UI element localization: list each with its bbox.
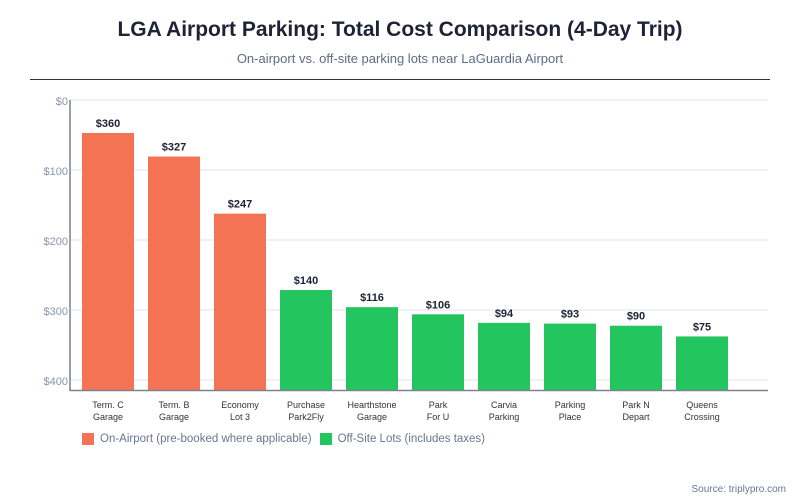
data-label: $327	[162, 142, 186, 154]
x-tick-label: Garage	[357, 412, 387, 422]
x-tick-label: Parking	[489, 412, 520, 422]
source-note: Source: triplypro.com	[691, 484, 786, 495]
bar	[544, 323, 596, 390]
bar	[346, 307, 398, 390]
x-tick-label: Lot 3	[230, 412, 250, 422]
data-label: $116	[360, 292, 384, 304]
data-label: $247	[228, 199, 252, 211]
x-tick-label: Economy	[221, 400, 259, 410]
x-tick-label: Park	[429, 400, 448, 410]
legend-swatch-off-site	[319, 433, 332, 445]
bar	[676, 336, 728, 390]
bar	[214, 213, 266, 390]
x-tick-label: Parking	[555, 400, 586, 410]
legend-label-off-site: Off-Site Lots (includes taxes)	[337, 433, 486, 445]
bar	[478, 322, 530, 390]
y-tick-label: $200	[44, 236, 68, 248]
x-tick-label: Park2Fly	[288, 412, 324, 422]
x-tick-label: Term. C	[92, 400, 124, 410]
data-label: $360	[96, 118, 120, 130]
x-tick-label: Hearthstone	[347, 400, 396, 410]
y-tick-label: $100	[44, 166, 68, 178]
legend: On-Airport (pre-booked where applicable)…	[82, 433, 485, 445]
data-label: $106	[426, 299, 450, 311]
legend-swatch-on-airport	[82, 433, 94, 445]
data-label: $140	[294, 275, 318, 287]
legend-label-on-airport: On-Airport (pre-booked where applicable)	[100, 433, 312, 445]
bar	[82, 132, 134, 390]
data-label: $94	[495, 308, 514, 320]
x-tick-label: Park N	[622, 400, 650, 410]
x-tick-label: Garage	[93, 412, 123, 422]
chart-title: LGA Airport Parking: Total Cost Comparis…	[117, 18, 683, 41]
x-tick-label: Crossing	[684, 412, 720, 422]
bar	[610, 325, 662, 390]
data-label: $90	[627, 311, 645, 323]
bar	[148, 156, 200, 390]
x-tick-label: For U	[427, 412, 450, 422]
bar-chart: $0 $100 $200 $300 $400 $360 Term. C Garage $327 T…	[44, 96, 768, 422]
data-label: $93	[561, 309, 579, 321]
x-tick-label: Queens	[686, 400, 718, 410]
x-tick-label: Place	[559, 412, 582, 422]
x-tick-label: Depart	[622, 412, 650, 422]
x-tick-label: Purchase	[287, 400, 325, 410]
data-label: $75	[693, 321, 711, 333]
chart-subtitle: On-airport vs. off-site parking lots nea…	[236, 51, 564, 66]
bar	[412, 314, 464, 390]
y-tick-label: $0	[56, 96, 68, 108]
title-divider	[30, 79, 770, 80]
bar	[280, 290, 332, 390]
x-tick-label: Carvia	[491, 400, 517, 410]
y-tick-label: $400	[44, 376, 68, 388]
x-tick-label: Term. B	[158, 400, 189, 410]
y-tick-label: $300	[44, 306, 68, 318]
x-tick-label: Garage	[159, 412, 189, 422]
